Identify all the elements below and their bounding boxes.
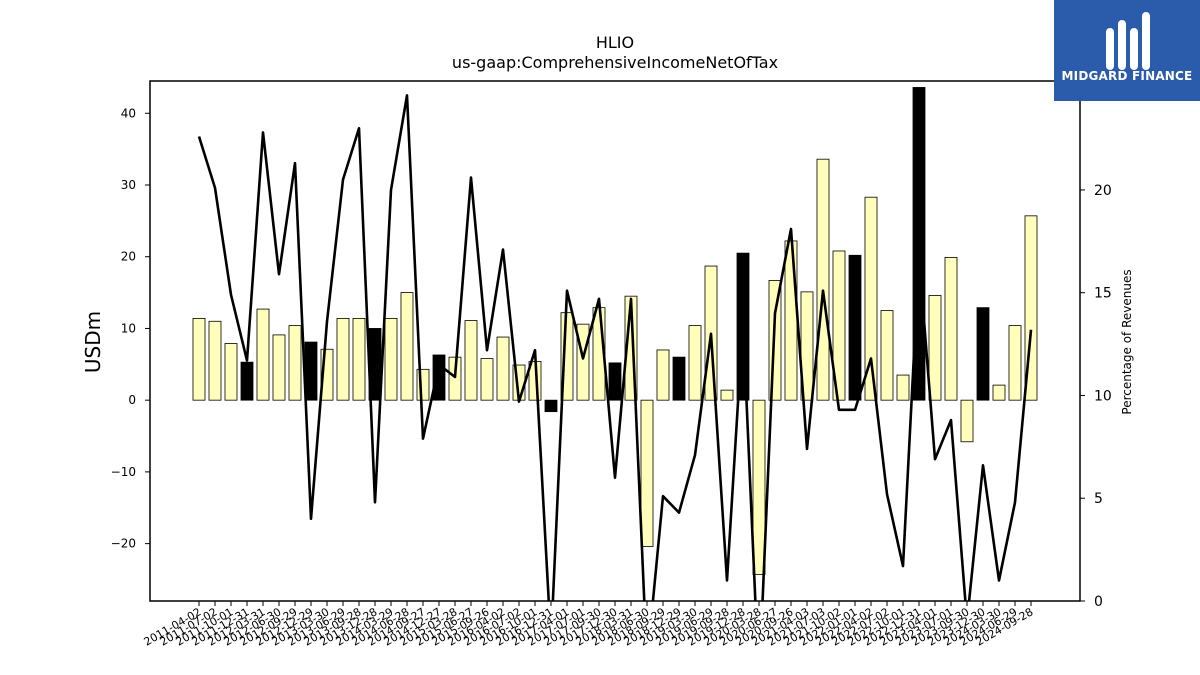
y-tick-label: 10: [121, 321, 136, 335]
bar: [1008, 325, 1022, 401]
bars-layer: [192, 87, 1038, 575]
bar: [384, 318, 398, 401]
y-tick-label: −20: [111, 537, 136, 551]
bar: [848, 254, 862, 401]
brand-logo-icon: [1106, 12, 1150, 70]
bar: [992, 384, 1006, 401]
y2-axis-label: Percentage of Revenues: [1120, 269, 1134, 414]
bar: [256, 308, 270, 401]
bar: [672, 356, 686, 401]
bar: [752, 399, 766, 575]
bar: [240, 361, 254, 401]
bar: [960, 399, 974, 443]
axes-layer: −20−1001020304005101520252011-04-022011-…: [111, 80, 1112, 648]
brand-logo: MIDGARD FINANCE: [1054, 0, 1200, 101]
y-tick-label: 0: [128, 393, 136, 407]
bar: [656, 349, 670, 401]
line-layer: [197, 94, 1033, 601]
bar: [336, 318, 350, 401]
y-tick-label: 30: [121, 178, 136, 192]
y2-tick-label: 0: [1094, 594, 1103, 610]
chart-title: HLIO: [596, 33, 634, 52]
chart-subtitle: us-gaap:ComprehensiveIncomeNetOfTax: [452, 53, 778, 72]
bar: [976, 307, 990, 401]
bar: [880, 310, 894, 401]
bar: [896, 374, 910, 401]
bar: [480, 358, 494, 401]
bar: [288, 325, 302, 401]
y-tick-label: 20: [121, 250, 136, 264]
brand-name: MIDGARD FINANCE: [1061, 69, 1193, 83]
y2-tick-label: 5: [1094, 491, 1103, 507]
bar: [720, 389, 734, 401]
bar: [192, 318, 206, 401]
bar: [224, 343, 238, 401]
y2-tick-label: 15: [1094, 286, 1112, 302]
bar: [928, 295, 942, 401]
y-tick-label: −10: [111, 465, 136, 479]
bar: [272, 334, 286, 401]
bar: [640, 399, 654, 547]
bar: [864, 196, 878, 401]
bar: [688, 325, 702, 401]
bar: [208, 320, 222, 401]
bar: [496, 336, 510, 401]
bar: [944, 257, 958, 401]
bar: [432, 354, 446, 401]
bar: [816, 158, 830, 401]
y-tick-label: 40: [121, 106, 136, 120]
bar: [400, 292, 414, 401]
bar: [352, 318, 366, 401]
bar: [304, 341, 318, 401]
bar: [544, 399, 558, 413]
y2-tick-label: 20: [1094, 183, 1112, 199]
bar: [464, 320, 478, 401]
bar: [784, 240, 798, 401]
bar: [800, 291, 814, 401]
y-axis-label: USDm: [81, 311, 105, 373]
line-series: [197, 94, 1033, 601]
bar: [448, 356, 462, 401]
y2-tick-label: 10: [1094, 388, 1112, 404]
bar: [608, 362, 622, 401]
